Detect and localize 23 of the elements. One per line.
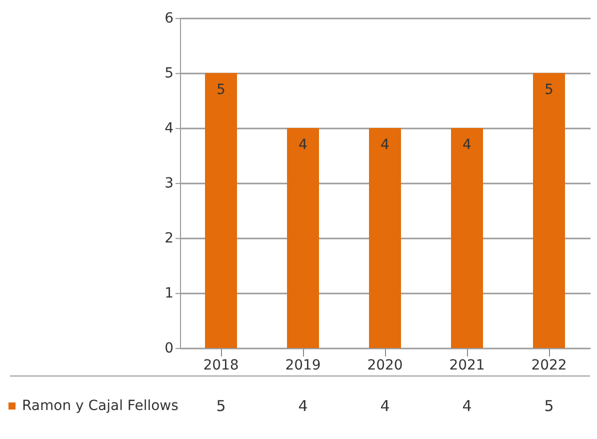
y-tick-label: 4 — [164, 120, 174, 136]
annotation: 5 — [216, 82, 226, 98]
legend-label: Ramon y Cajal Fellows — [22, 398, 178, 414]
y-tick-label: 0 — [164, 340, 174, 356]
y-tick-label: 2 — [164, 230, 174, 246]
x-tick-label: 2020 — [367, 358, 403, 374]
x-tick-label: 2022 — [531, 358, 567, 374]
y-tick-label: 6 — [164, 10, 174, 26]
y-tick-label: 5 — [164, 66, 174, 82]
x-tick-label: 2018 — [203, 358, 239, 374]
y-tick-label: 1 — [164, 286, 174, 302]
y-tick-label: 3 — [164, 176, 174, 192]
x-tick-label: 2019 — [285, 358, 321, 374]
data-label: 5 — [216, 397, 226, 415]
data-label: 4 — [298, 397, 308, 415]
data-label: 4 — [462, 397, 472, 415]
data-label: 4 — [380, 397, 390, 415]
annotation: 4 — [298, 137, 308, 153]
data-label: 5 — [544, 397, 554, 415]
annotation: 4 — [380, 137, 390, 153]
x-tick-label: 2021 — [449, 358, 485, 374]
annotation: 5 — [544, 82, 554, 98]
annotation: 4 — [462, 137, 472, 153]
